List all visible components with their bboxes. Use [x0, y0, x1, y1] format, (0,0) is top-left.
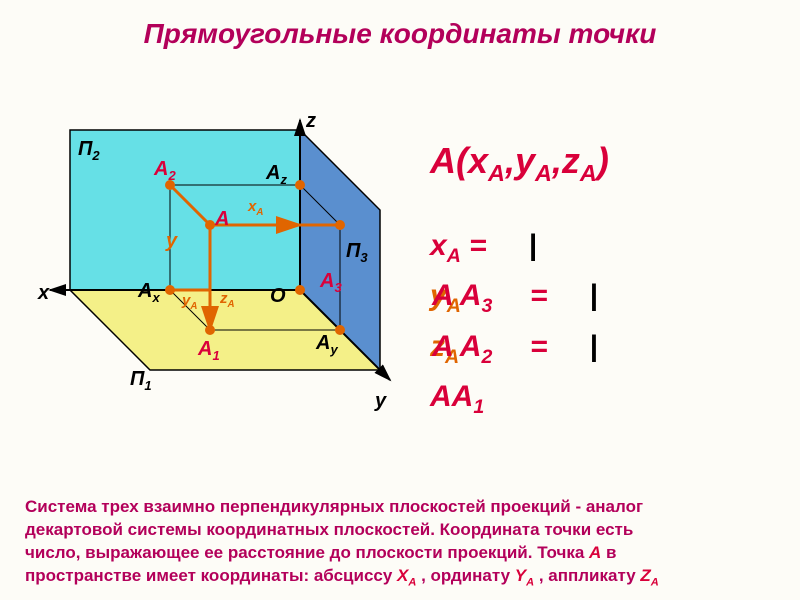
label-xA: xA [248, 198, 263, 218]
eq-line-3: AA1 [430, 373, 780, 423]
pf-close: ) [597, 140, 609, 181]
label-P2: П2 [78, 138, 100, 163]
label-A2: A2 [154, 158, 176, 183]
pf-ysub: A [535, 160, 552, 186]
coordinate-diagram: z x y O П1 П2 П3 Ax Ay Az A A1 A2 A3 xA zA yA y [20, 90, 420, 470]
pf-z: z [562, 140, 580, 181]
label-P3: П3 [346, 240, 368, 265]
pf-A: A [430, 140, 456, 181]
title-text: Прямоугольные координаты точки [144, 18, 657, 49]
pf-y: y [515, 140, 535, 181]
label-yA_small: yA [182, 292, 197, 312]
pf-zsub: A [580, 160, 597, 186]
pf-xsub: A [488, 160, 505, 186]
eq-line-1: yAA A3= | [430, 272, 780, 322]
formulas-block: A(xA,yA,zA) xA = |yAA A3= |zAA A2= |AA1 [430, 140, 780, 423]
label-A3: A3 [320, 270, 342, 295]
pf-x: x [468, 140, 488, 181]
label-O: O [270, 285, 286, 308]
label-y_left: y [166, 230, 177, 253]
pf-c2: , [552, 140, 562, 181]
label-z: z [306, 110, 316, 133]
point-formula: A(xA,yA,zA) [430, 140, 780, 187]
eq-line-2: zAA A2= | [430, 323, 780, 373]
label-Ay: Ay [316, 332, 338, 357]
label-Az: Az [266, 162, 287, 187]
page-title: Прямоугольные координаты точки [0, 0, 800, 50]
footer-l2: декартовой системы координатных плоскост… [25, 519, 775, 542]
label-x: x [38, 282, 49, 305]
label-A1: A1 [198, 338, 220, 363]
label-Ax: Ax [138, 280, 160, 305]
label-P1: П1 [130, 368, 152, 393]
equation-lines: xA = |yAA A3= |zAA A2= |AA1 [430, 222, 780, 423]
footer-text: Система трех взаимно перпендикулярных пл… [25, 496, 775, 590]
footer-l4: пространстве имеет координаты: абсциссу … [25, 565, 775, 590]
pf-c1: , [505, 140, 515, 181]
pf-open: ( [456, 140, 468, 181]
label-A: A [215, 208, 229, 231]
eq-line-0: xA = | [430, 222, 780, 272]
footer-l1: Система трех взаимно перпендикулярных пл… [25, 496, 775, 519]
label-zA: zA [220, 290, 235, 310]
footer-l3: число, выражающее ее расстояние до плоск… [25, 542, 775, 565]
label-y: y [375, 390, 386, 413]
